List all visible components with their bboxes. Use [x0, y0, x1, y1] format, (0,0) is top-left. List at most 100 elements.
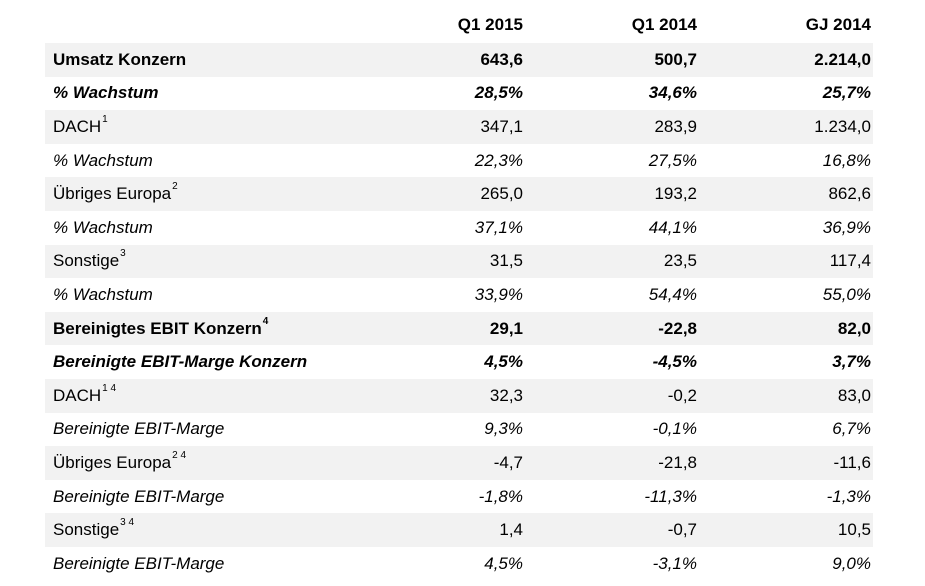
- footnote-marker: 3 4: [120, 517, 135, 529]
- value-q1-2014: -21,8: [658, 452, 697, 472]
- value-q1-2015: 29,1: [489, 318, 523, 338]
- row-label: DACH: [53, 385, 102, 405]
- value-gj-2014: 83,0: [837, 385, 871, 405]
- footnote-marker: 2 4: [172, 449, 187, 461]
- row-label-cell: Übriges Europa2: [45, 181, 405, 204]
- row-label-cell: Sonstige3: [45, 248, 405, 271]
- table-row: Übriges Europa2 4 -4,7 -21,8 -11,6: [45, 446, 873, 480]
- table-row: Umsatz Konzern 643,6 500,7 2.214,0: [45, 43, 873, 77]
- row-label: Übriges Europa: [53, 184, 172, 204]
- value-q1-2014: -22,8: [658, 318, 697, 338]
- row-label: Umsatz Konzern: [53, 49, 187, 69]
- row-label: Bereinigte EBIT-Marge: [53, 486, 225, 506]
- value-gj-2014: 862,6: [828, 184, 871, 204]
- value-q1-2015: 33,9%: [474, 284, 523, 304]
- row-label: % Wachstum: [53, 284, 153, 304]
- value-gj-2014: 25,7%: [822, 83, 871, 103]
- row-label-cell: Bereinigtes EBIT Konzern4: [45, 315, 405, 339]
- value-q1-2015: 9,3%: [484, 419, 523, 439]
- row-label-cell: % Wachstum: [45, 83, 405, 103]
- value-q1-2015: 31,5: [489, 251, 523, 271]
- value-q1-2014: 54,4%: [648, 284, 697, 304]
- row-label: Sonstige: [53, 520, 120, 540]
- table-row: Bereinigte EBIT-Marge 4,5% -3,1% 9,0%: [45, 547, 873, 581]
- value-q1-2015: -4,7: [493, 452, 523, 472]
- header-q1-2015: Q1 2015: [457, 15, 523, 34]
- table-row: % Wachstum 33,9% 54,4% 55,0%: [45, 278, 873, 312]
- row-label: % Wachstum: [53, 217, 153, 237]
- footnote-marker: 1 4: [102, 382, 117, 394]
- value-q1-2014: -4,5%: [652, 352, 697, 372]
- value-q1-2014: -0,7: [667, 520, 697, 540]
- value-gj-2014: 9,0%: [832, 553, 871, 573]
- row-label: DACH: [53, 116, 102, 136]
- row-label: Bereinigte EBIT-Marge: [53, 419, 225, 439]
- row-label-cell: % Wachstum: [45, 218, 405, 238]
- row-label: % Wachstum: [53, 83, 159, 103]
- table-row: Sonstige3 4 1,4 -0,7 10,5: [45, 513, 873, 547]
- footnote-marker: 2: [172, 181, 178, 193]
- row-label: Sonstige: [53, 251, 120, 271]
- row-label: Bereinigte EBIT-Marge Konzern: [53, 352, 308, 372]
- header-gj-2014: GJ 2014: [805, 15, 871, 34]
- value-q1-2015: 4,5%: [484, 553, 523, 573]
- table-row: Bereinigte EBIT-Marge -1,8% -11,3% -1,3%: [45, 480, 873, 514]
- value-q1-2014: -0,2: [667, 385, 697, 405]
- header-q1-2014: Q1 2014: [631, 15, 697, 34]
- footnote-marker: 4: [262, 315, 269, 327]
- value-q1-2015: 265,0: [480, 184, 523, 204]
- value-gj-2014: 55,0%: [822, 284, 871, 304]
- value-gj-2014: 36,9%: [822, 217, 871, 237]
- value-q1-2015: 347,1: [480, 116, 523, 136]
- footnote-marker: 1: [102, 113, 108, 125]
- value-q1-2015: 32,3: [489, 385, 523, 405]
- row-label-cell: DACH1: [45, 113, 405, 137]
- table-body: Umsatz Konzern 643,6 500,7 2.214,0 % Wachstu…: [45, 43, 873, 581]
- value-q1-2014: 27,5%: [648, 150, 697, 170]
- value-gj-2014: 1.234,0: [814, 116, 871, 136]
- table-row: Sonstige3 31,5 23,5 117,4: [45, 244, 873, 279]
- value-gj-2014: 2.214,0: [814, 49, 871, 69]
- value-q1-2014: 34,6%: [648, 83, 697, 103]
- row-label-cell: Umsatz Konzern: [45, 50, 405, 70]
- row-label-cell: Sonstige3 4: [45, 517, 405, 540]
- value-gj-2014: 16,8%: [822, 150, 871, 170]
- value-q1-2014: 44,1%: [648, 217, 697, 237]
- row-label-cell: DACH1 4: [45, 382, 405, 406]
- value-q1-2014: -11,3%: [644, 486, 697, 506]
- value-q1-2015: 643,6: [480, 49, 523, 69]
- row-label-cell: % Wachstum: [45, 285, 405, 305]
- table-row: % Wachstum 28,5% 34,6% 25,7%: [45, 77, 873, 111]
- row-label: % Wachstum: [53, 150, 153, 170]
- value-q1-2014: 500,7: [654, 49, 697, 69]
- table-row: Bereinigte EBIT-Marge Konzern 4,5% -4,5% 3,…: [45, 345, 873, 379]
- row-label: Übriges Europa: [53, 452, 172, 472]
- value-gj-2014: 82,0: [837, 318, 871, 338]
- footnote-marker: 3: [120, 248, 126, 260]
- row-label-cell: Bereinigte EBIT-Marge: [45, 554, 405, 574]
- table-row: % Wachstum 37,1% 44,1% 36,9%: [45, 211, 873, 245]
- value-q1-2015: 1,4: [499, 520, 523, 540]
- value-q1-2015: 4,5%: [484, 352, 523, 372]
- row-label: Bereinigte EBIT-Marge: [53, 553, 225, 573]
- row-label-cell: Übriges Europa2 4: [45, 449, 405, 473]
- value-q1-2015: 28,5%: [474, 83, 523, 103]
- value-gj-2014: -11,6: [833, 452, 872, 472]
- row-label-cell: % Wachstum: [45, 151, 405, 171]
- value-gj-2014: 117,4: [829, 251, 871, 271]
- financial-table: Q1 2015 Q1 2014 GJ 2014 Umsatz Konzern 64…: [45, 7, 873, 581]
- value-q1-2014: -0,1%: [652, 419, 697, 439]
- table-row: Bereinigtes EBIT Konzern4 29,1 -22,8 82,0: [45, 311, 873, 346]
- row-label: Bereinigtes EBIT Konzern: [53, 318, 262, 338]
- table-row: DACH1 347,1 283,9 1.234,0: [45, 110, 873, 144]
- value-gj-2014: 3,7%: [832, 352, 871, 372]
- value-q1-2014: -3,1%: [652, 553, 697, 573]
- value-q1-2014: 23,5: [663, 251, 697, 271]
- row-label-cell: Bereinigte EBIT-Marge Konzern: [45, 352, 405, 372]
- value-gj-2014: -1,3%: [826, 486, 871, 506]
- value-q1-2015: 37,1%: [474, 217, 523, 237]
- value-gj-2014: 10,5: [837, 520, 871, 540]
- table-row: Übriges Europa2 265,0 193,2 862,6: [45, 177, 873, 211]
- value-q1-2014: 283,9: [654, 116, 697, 136]
- value-q1-2014: 193,2: [654, 184, 697, 204]
